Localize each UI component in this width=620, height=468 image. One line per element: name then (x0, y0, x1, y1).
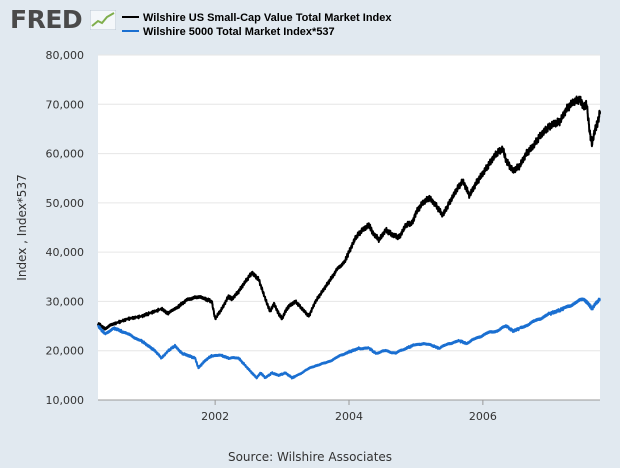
fred-graph-icon (90, 10, 116, 30)
series-small-cap-value-line (97, 95, 601, 331)
plot-area (98, 55, 600, 400)
legend-item-small-cap-value[interactable]: Wilshire US Small-Cap Value Total Market… (122, 11, 392, 25)
y-tick-label: 80,000 (46, 49, 85, 62)
legend-swatch-black (122, 16, 139, 19)
y-tick-label: 30,000 (46, 295, 85, 308)
x-tick-label: 2002 (201, 410, 229, 423)
legend-swatch-blue (122, 30, 139, 33)
x-tick-label: 2006 (469, 410, 497, 423)
legend-item-wilshire-5000[interactable]: Wilshire 5000 Total Market Index*537 (122, 25, 392, 39)
series-wilshire-5000-line (97, 297, 601, 380)
fred-logo[interactable]: FRED (10, 5, 83, 34)
chart-source: Source: Wilshire Associates (227, 450, 393, 464)
y-axis-label: Index , Index*537 (15, 174, 29, 280)
y-tick-label: 60,000 (46, 148, 85, 161)
y-tick-label: 70,000 (46, 98, 85, 111)
y-tick-label: 20,000 (46, 345, 85, 358)
y-tick-label: 40,000 (46, 246, 85, 259)
legend-label: Wilshire US Small-Cap Value Total Market… (143, 12, 392, 24)
y-tick-label: 10,000 (46, 394, 85, 407)
x-tick-label: 2004 (335, 410, 363, 423)
y-tick-label: 50,000 (46, 197, 85, 210)
chart-legend: Wilshire US Small-Cap Value Total Market… (122, 11, 392, 39)
legend-label: Wilshire 5000 Total Market Index*537 (143, 26, 335, 38)
